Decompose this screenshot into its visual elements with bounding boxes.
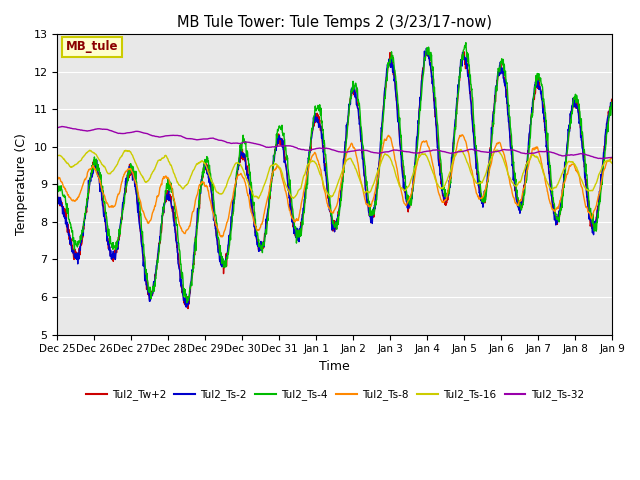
- Tul2_Ts-16: [54, 153, 61, 158]
- Tul2_Ts-2: [422, 46, 430, 51]
- Title: MB Tule Tower: Tule Temps 2 (3/23/17-now): MB Tule Tower: Tule Temps 2 (3/23/17-now…: [177, 15, 492, 30]
- Tul2_Ts-32: [54, 125, 61, 131]
- Text: MB_tule: MB_tule: [66, 40, 118, 53]
- Tul2_Tw+2: [119, 204, 127, 209]
- Tul2_Ts-32: [301, 147, 308, 153]
- Tul2_Ts-32: [289, 144, 297, 149]
- Tul2_Ts-16: [301, 172, 308, 178]
- Tul2_Ts-4: [54, 180, 61, 186]
- Line: Tul2_Tw+2: Tul2_Tw+2: [58, 50, 612, 309]
- X-axis label: Time: Time: [319, 360, 350, 373]
- Tul2_Ts-32: [369, 150, 377, 156]
- Tul2_Tw+2: [54, 192, 61, 197]
- Tul2_Ts-16: [119, 151, 127, 156]
- Tul2_Ts-8: [369, 196, 377, 202]
- Tul2_Ts-4: [97, 177, 104, 182]
- Tul2_Ts-2: [119, 200, 127, 205]
- Tul2_Ts-32: [120, 131, 127, 136]
- Tul2_Tw+2: [311, 120, 319, 126]
- Tul2_Ts-16: [97, 158, 104, 164]
- Tul2_Ts-2: [608, 102, 616, 108]
- Tul2_Ts-4: [462, 40, 470, 46]
- Tul2_Ts-32: [311, 146, 319, 152]
- Tul2_Ts-16: [457, 147, 465, 153]
- Line: Tul2_Ts-8: Tul2_Ts-8: [58, 135, 612, 237]
- Tul2_Tw+2: [424, 48, 431, 53]
- Tul2_Ts-8: [301, 185, 308, 191]
- Tul2_Ts-16: [608, 160, 616, 166]
- Tul2_Tw+2: [608, 103, 616, 109]
- Line: Tul2_Ts-32: Tul2_Ts-32: [58, 126, 612, 158]
- Tul2_Ts-8: [97, 180, 104, 185]
- Tul2_Ts-4: [311, 113, 319, 119]
- Legend: Tul2_Tw+2, Tul2_Ts-2, Tul2_Ts-4, Tul2_Ts-8, Tul2_Ts-16, Tul2_Ts-32: Tul2_Tw+2, Tul2_Ts-2, Tul2_Ts-4, Tul2_Ts…: [81, 385, 588, 405]
- Tul2_Ts-8: [218, 234, 226, 240]
- Line: Tul2_Ts-16: Tul2_Ts-16: [58, 150, 612, 199]
- Tul2_Ts-16: [289, 195, 297, 201]
- Tul2_Ts-2: [97, 186, 104, 192]
- Tul2_Ts-4: [289, 212, 297, 217]
- Tul2_Ts-4: [183, 300, 191, 305]
- Tul2_Ts-2: [311, 116, 319, 122]
- Tul2_Tw+2: [369, 210, 377, 216]
- Line: Tul2_Ts-2: Tul2_Ts-2: [58, 48, 612, 307]
- Tul2_Ts-4: [608, 106, 616, 111]
- Tul2_Ts-4: [369, 209, 377, 215]
- Tul2_Tw+2: [97, 182, 104, 188]
- Tul2_Ts-32: [97, 126, 104, 132]
- Tul2_Ts-32: [598, 156, 606, 161]
- Tul2_Ts-2: [289, 219, 297, 225]
- Tul2_Ts-8: [289, 216, 297, 222]
- Tul2_Ts-8: [54, 174, 61, 180]
- Tul2_Ts-4: [119, 206, 127, 212]
- Tul2_Ts-2: [369, 207, 377, 213]
- Tul2_Ts-8: [608, 156, 616, 161]
- Tul2_Tw+2: [184, 306, 192, 312]
- Y-axis label: Temperature (C): Temperature (C): [15, 133, 28, 235]
- Tul2_Ts-2: [182, 304, 190, 310]
- Tul2_Ts-32: [58, 123, 66, 129]
- Tul2_Ts-4: [301, 204, 308, 210]
- Line: Tul2_Ts-4: Tul2_Ts-4: [58, 43, 612, 302]
- Tul2_Ts-16: [255, 196, 262, 202]
- Tul2_Ts-8: [119, 174, 127, 180]
- Tul2_Tw+2: [289, 224, 297, 230]
- Tul2_Ts-2: [54, 196, 61, 202]
- Tul2_Ts-16: [369, 181, 377, 187]
- Tul2_Tw+2: [301, 200, 308, 206]
- Tul2_Ts-16: [311, 158, 319, 164]
- Tul2_Ts-2: [301, 197, 308, 203]
- Tul2_Ts-32: [608, 155, 616, 160]
- Tul2_Ts-8: [311, 150, 319, 156]
- Tul2_Ts-8: [458, 132, 466, 138]
